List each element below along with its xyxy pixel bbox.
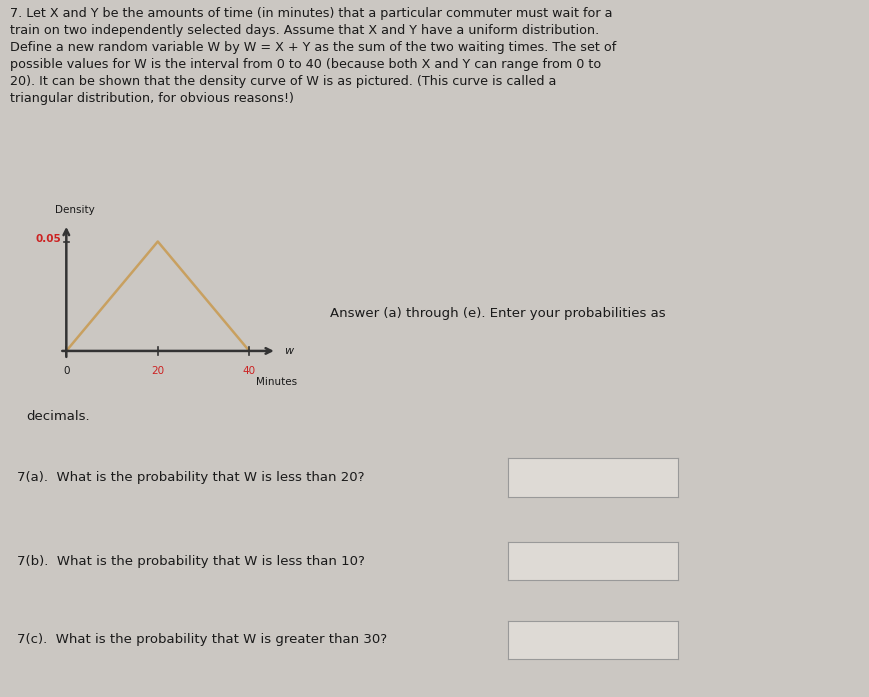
Text: w: w [283, 346, 293, 356]
Text: Minutes: Minutes [256, 377, 297, 388]
Text: 7(c).  What is the probability that W is greater than 30?: 7(c). What is the probability that W is … [17, 634, 388, 646]
Text: Answer (a) through (e). Enter your probabilities as: Answer (a) through (e). Enter your proba… [330, 307, 666, 320]
Text: 20: 20 [151, 366, 164, 376]
Text: 0.05: 0.05 [36, 234, 62, 245]
Text: 7. Let X and Y be the amounts of time (in minutes) that a particular commuter mu: 7. Let X and Y be the amounts of time (i… [10, 7, 617, 105]
Text: 7(b).  What is the probability that W is less than 10?: 7(b). What is the probability that W is … [17, 555, 365, 567]
Text: decimals.: decimals. [26, 410, 90, 423]
Text: 0: 0 [63, 366, 70, 376]
Text: 7(a).  What is the probability that W is less than 20?: 7(a). What is the probability that W is … [17, 471, 365, 484]
Text: 40: 40 [242, 366, 255, 376]
Text: Density: Density [55, 205, 95, 215]
